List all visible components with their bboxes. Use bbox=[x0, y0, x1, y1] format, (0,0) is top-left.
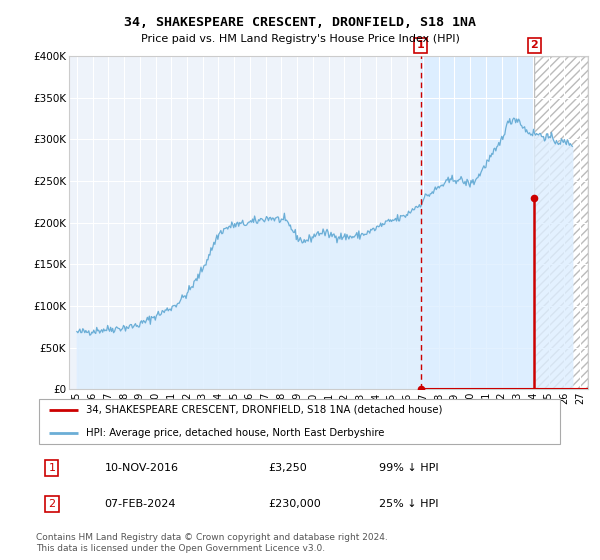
Text: 25% ↓ HPI: 25% ↓ HPI bbox=[379, 499, 439, 509]
Text: 10-NOV-2016: 10-NOV-2016 bbox=[104, 463, 179, 473]
Bar bbox=[534, 56, 588, 389]
Text: 34, SHAKESPEARE CRESCENT, DRONFIELD, S18 1NA: 34, SHAKESPEARE CRESCENT, DRONFIELD, S18… bbox=[124, 16, 476, 29]
Text: £3,250: £3,250 bbox=[268, 463, 307, 473]
Text: 34, SHAKESPEARE CRESCENT, DRONFIELD, S18 1NA (detached house): 34, SHAKESPEARE CRESCENT, DRONFIELD, S18… bbox=[86, 405, 443, 415]
Bar bbox=[421, 56, 534, 389]
Text: HPI: Average price, detached house, North East Derbyshire: HPI: Average price, detached house, Nort… bbox=[86, 428, 385, 438]
Text: Price paid vs. HM Land Registry's House Price Index (HPI): Price paid vs. HM Land Registry's House … bbox=[140, 34, 460, 44]
Text: Contains HM Land Registry data © Crown copyright and database right 2024.
This d: Contains HM Land Registry data © Crown c… bbox=[36, 533, 388, 553]
Text: £230,000: £230,000 bbox=[268, 499, 321, 509]
FancyBboxPatch shape bbox=[38, 399, 560, 444]
Text: 07-FEB-2024: 07-FEB-2024 bbox=[104, 499, 176, 509]
Text: 2: 2 bbox=[530, 40, 538, 50]
Text: 1: 1 bbox=[417, 40, 425, 50]
Text: 99% ↓ HPI: 99% ↓ HPI bbox=[379, 463, 439, 473]
Text: 2: 2 bbox=[48, 499, 55, 509]
Text: 1: 1 bbox=[49, 463, 55, 473]
